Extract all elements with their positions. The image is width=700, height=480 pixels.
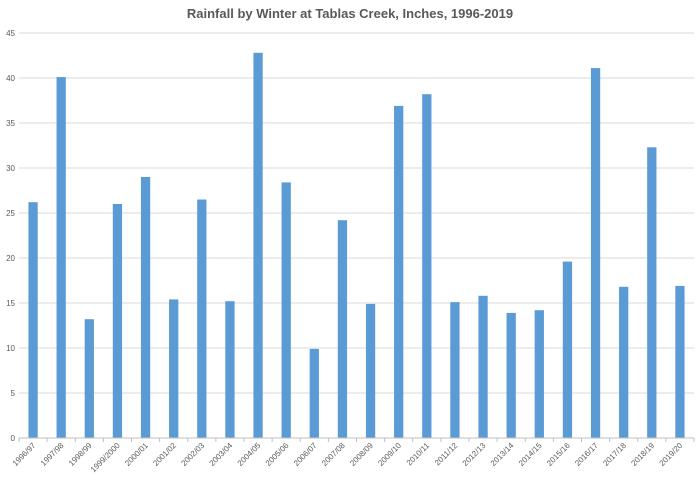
x-tick-label: 2006/07: [292, 441, 319, 468]
bar: [309, 348, 319, 438]
bar: [619, 286, 629, 438]
bar: [675, 285, 685, 438]
x-tick-label: 2009/10: [376, 441, 403, 468]
bar: [647, 147, 657, 439]
x-tick-label: 1996/97: [11, 441, 38, 468]
x-tick-label: 2004/05: [236, 441, 263, 468]
x-tick-label: 2003/04: [208, 441, 235, 468]
y-tick-label: 45: [6, 29, 15, 38]
x-tick-label: 1998/99: [67, 441, 94, 468]
x-tick-label: 2015/16: [545, 441, 572, 468]
bar: [169, 299, 179, 438]
bar: [281, 182, 291, 438]
x-tick-label: 2017/18: [601, 441, 628, 468]
x-tick-label: 2016/17: [573, 441, 600, 468]
x-tick-label: 2014/15: [517, 441, 544, 468]
y-tick-label: 5: [11, 389, 16, 398]
bar: [225, 301, 235, 438]
x-tick-label: 2010/11: [405, 441, 432, 468]
bar: [450, 302, 460, 438]
bar: [365, 303, 376, 438]
x-tick-label: 1997/98: [39, 441, 66, 468]
bar: [422, 94, 432, 438]
y-tick-label: 25: [6, 209, 15, 218]
y-tick-label: 30: [6, 164, 15, 173]
gridlines: [19, 32, 694, 394]
bar: [394, 105, 404, 439]
bars: [28, 52, 685, 439]
y-tick-label: 10: [6, 344, 15, 353]
x-tick-label: 2001/02: [151, 441, 178, 468]
x-tick-label: 2007/08: [320, 441, 347, 468]
bar: [112, 204, 123, 438]
x-tick-label: 2012/13: [461, 441, 488, 468]
bar: [506, 312, 516, 438]
y-tick-label: 15: [6, 299, 15, 308]
bar: [534, 310, 544, 438]
x-tick-label: 2000/01: [123, 441, 150, 468]
bar: [84, 319, 94, 438]
axes: 0 5 10 15 20 25 30 35 40 45 1996/97 1997/98 1998/991…: [6, 29, 695, 474]
bar: [140, 177, 151, 438]
x-tick-label: 2002/03: [179, 441, 206, 468]
y-tick-label: 20: [6, 254, 15, 263]
bar: [478, 295, 488, 438]
bar: [562, 261, 573, 438]
y-tick-label: 35: [6, 119, 15, 128]
x-tick-label: 2018/19: [629, 441, 656, 468]
bar: [590, 68, 601, 438]
x-tick-label: 2011/12: [433, 441, 460, 468]
bar: [197, 199, 207, 438]
y-tick-label: 0: [11, 434, 16, 443]
x-tick-label: 2008/09: [348, 441, 375, 468]
bar: [56, 77, 66, 438]
x-tick-label: 2005/06: [264, 441, 291, 468]
x-tick-label: 2019/20: [658, 441, 685, 468]
x-tick-label: 1999/2000: [89, 441, 122, 474]
y-tick-label: 40: [6, 74, 15, 83]
bar: [28, 202, 38, 438]
bar: [337, 220, 348, 438]
chart-title: Rainfall by Winter at Tablas Creek, Inch…: [186, 6, 514, 21]
x-tick-label: 2013/14: [489, 441, 516, 468]
bar: [253, 52, 263, 439]
